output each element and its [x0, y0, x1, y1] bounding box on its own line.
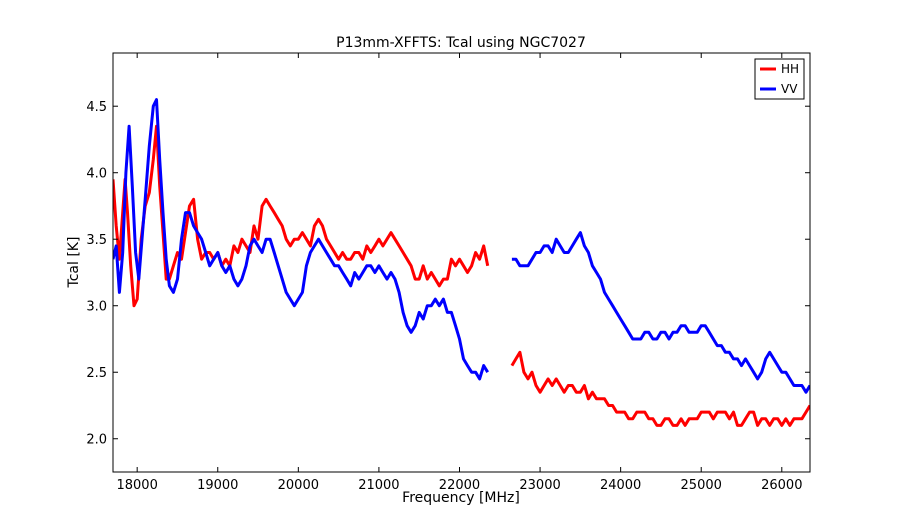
x-tick-label: 21000	[358, 478, 399, 493]
series-line-hh-segment-1	[113, 124, 490, 308]
y-tick-label: 2.0	[86, 433, 107, 448]
series-line-hh-segment-2	[510, 350, 810, 427]
y-axis-label: Tcal [K]	[66, 237, 82, 289]
legend-label-hh: HH	[781, 62, 799, 76]
x-tick-label: 24000	[600, 478, 641, 493]
y-tick-label: 4.5	[86, 100, 107, 115]
x-tick-label: 19000	[197, 478, 238, 493]
plot-lines	[113, 98, 810, 427]
plot-frame	[112, 52, 811, 473]
y-tick-label: 3.5	[86, 233, 107, 248]
y-axis: 2.0 2.5 3.0 3.5 4.0 4.5	[86, 100, 810, 448]
legend: HH VV	[754, 58, 805, 100]
y-tick-label: 4.0	[86, 167, 107, 182]
chart-title: P13mm-XFFTS: Tcal using NGC7027	[336, 35, 586, 51]
series-line-vv-segment-1	[113, 98, 489, 381]
x-tick-label: 26000	[761, 478, 802, 493]
x-tick-label: 20000	[278, 478, 319, 493]
x-axis: 18000 19000 20000 21000 22000 23000 24000 25000…	[116, 53, 802, 493]
legend-label-vv: VV	[781, 82, 798, 96]
x-axis-label: Frequency [MHz]	[402, 490, 520, 506]
y-tick-label: 3.0	[86, 300, 107, 315]
y-tick-label: 2.5	[86, 366, 107, 381]
x-tick-label: 18000	[116, 478, 157, 493]
x-tick-label: 23000	[519, 478, 560, 493]
x-tick-label: 22000	[439, 478, 480, 493]
x-tick-label: 25000	[681, 478, 722, 493]
legend-box	[754, 58, 805, 100]
series-line-vv-segment-2	[511, 231, 810, 394]
